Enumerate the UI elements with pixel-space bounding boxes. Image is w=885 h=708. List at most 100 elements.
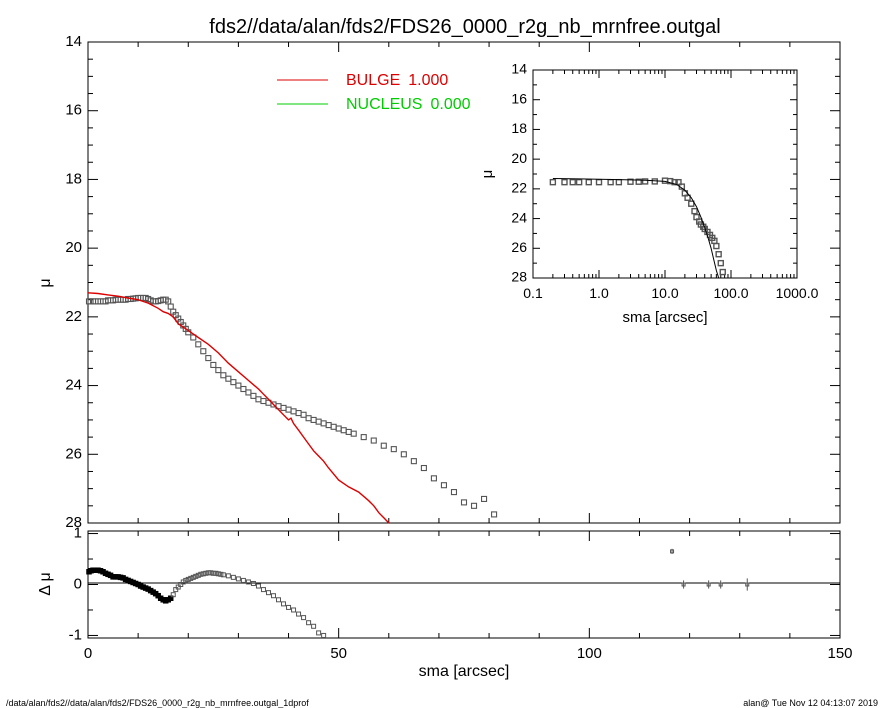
residual-x-tick-label: 0 (84, 645, 92, 662)
residual-data-point (286, 604, 292, 610)
main-data-point (310, 416, 317, 423)
residual-outlier-points (670, 548, 750, 591)
inset-x-tick-labels: 0.1 1.0 10.0 100.0 1000.0 (523, 285, 818, 301)
chart-title: fds2//data/alan/fds2/FDS26_0000_r2g_nb_m… (209, 16, 720, 38)
main-data-point (470, 502, 478, 509)
main-data-point (205, 355, 212, 362)
residual-data-point (265, 590, 271, 596)
residual-data-point (235, 576, 241, 582)
main-data-point (260, 397, 267, 405)
main-data-point (350, 430, 357, 437)
residual-outlier-point (681, 582, 686, 587)
residual-data-points (86, 567, 327, 638)
main-data-point (220, 372, 227, 379)
main-y-tick-label: 14 (65, 33, 82, 50)
inset-x-tick-label: 0.1 (523, 285, 543, 301)
main-data-point (295, 410, 302, 417)
residual-outlier-point (718, 582, 723, 587)
inset-x-tick-label: 1000.0 (776, 285, 819, 301)
main-y-tick-label: 20 (65, 239, 82, 256)
residual-data-point (183, 577, 189, 583)
residual-data-point (170, 592, 176, 598)
main-y-axis-label: μ (37, 278, 54, 287)
legend-bulge-label: BULGE 1.000 (346, 72, 448, 89)
main-data-point (315, 418, 322, 425)
main-data-point (430, 475, 437, 482)
residual-y-tick-label: 1 (74, 525, 82, 542)
inset-data-point (717, 259, 724, 267)
inset-y-tick-label: 28 (511, 269, 527, 285)
residual-data-point (240, 577, 246, 583)
residual-data-point (225, 573, 231, 579)
main-data-point (250, 392, 257, 399)
main-data-point (210, 361, 217, 369)
residual-data-point (220, 572, 226, 578)
main-data-point (491, 511, 498, 518)
main-data-point (305, 415, 312, 422)
main-y-tick-label: 28 (65, 514, 82, 531)
main-data-point (300, 411, 307, 418)
residual-data-point (208, 570, 214, 576)
main-y-tick-label: 18 (65, 170, 82, 187)
inset-plot-frame (532, 69, 798, 279)
residual-y-tick-label: 0 (74, 575, 82, 592)
residual-data-point (175, 584, 181, 590)
main-y-tick-label: 24 (65, 377, 82, 394)
footer-file-path: /data/alan/fds2//data/alan/fds2/FDS26_00… (6, 698, 309, 708)
main-y-tick-label: 16 (65, 102, 82, 119)
main-data-point (290, 408, 297, 415)
inset-data-point (684, 194, 691, 201)
residual-data-point (178, 582, 184, 587)
inset-y-tick-label: 24 (511, 209, 527, 225)
main-data-point (200, 348, 207, 355)
residual-data-point (255, 583, 261, 589)
residual-data-point (276, 597, 282, 603)
inset-data-point (641, 178, 649, 185)
main-data-point (345, 428, 352, 436)
inset-data-point (569, 178, 576, 186)
residual-outlier-point (745, 582, 750, 587)
residual-data-point (200, 571, 206, 577)
residual-plot-frame (87, 530, 841, 639)
main-data-point (481, 495, 488, 503)
main-y-tick-label: 26 (65, 445, 82, 462)
main-data-point (285, 406, 292, 413)
residual-data-point (250, 580, 256, 586)
residual-data-point (316, 630, 322, 636)
inset-y-tick-label: 26 (511, 239, 527, 255)
main-data-point (240, 385, 247, 393)
inset-x-tick-label: 100.0 (713, 285, 748, 301)
residual-x-tick-labels: 0 50 100 150 (84, 645, 853, 662)
main-data-point (450, 489, 458, 496)
inset-y-tick-label: 16 (511, 90, 527, 106)
main-data-point (280, 404, 287, 411)
inset-data-point (635, 178, 642, 185)
inset-x-axis-label: sma [arcsec] (622, 309, 707, 326)
inset-data-point (549, 178, 557, 186)
main-data-point (340, 427, 347, 434)
residual-data-point (188, 575, 194, 581)
main-data-point (195, 341, 202, 348)
inset-y-tick-labels: 14 16 18 20 22 24 26 28 (511, 61, 527, 285)
main-data-point (335, 425, 342, 432)
main-data-point (440, 482, 447, 489)
main-data-point (410, 458, 417, 465)
main-data-point (380, 442, 387, 449)
inset-x-tick-label: 1.0 (589, 285, 609, 301)
residual-data-point (190, 574, 196, 580)
residual-y-tick-labels: 1 0 -1 (69, 525, 82, 644)
residual-data-point (306, 620, 312, 626)
residual-data-point (230, 574, 236, 580)
main-data-point (330, 423, 337, 430)
residual-x-tick-label: 150 (827, 645, 852, 662)
residual-data-point (270, 593, 276, 599)
residual-data-point (173, 587, 179, 593)
inset-data-point (713, 242, 720, 250)
main-y-tick-labels: 14 16 18 20 22 24 26 28 (65, 33, 82, 531)
residual-y-tick-label: -1 (69, 626, 82, 643)
main-data-point (320, 420, 327, 427)
main-data-point (215, 367, 222, 374)
inset-data-point (719, 268, 726, 276)
main-data-point (235, 382, 242, 389)
residual-data-point (215, 571, 221, 577)
